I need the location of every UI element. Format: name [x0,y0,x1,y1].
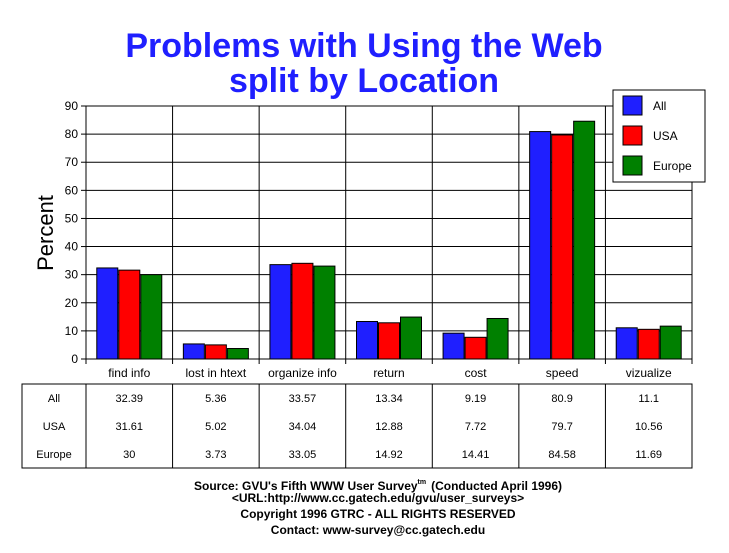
svg-text:Source: GVU's Fifth WWW User S: Source: GVU's Fifth WWW User Surveytm (Co… [194,479,562,493]
bar [551,134,574,360]
legend-swatch [622,155,643,176]
table-cell: 79.7 [551,421,572,433]
y-tick-label: 80 [65,127,79,141]
legend: All USA Europe [612,89,706,183]
gridlines [86,105,692,359]
bar [356,320,378,360]
category-label: lost in htext [186,366,247,380]
table-cell: 10.56 [635,421,663,433]
y-tick-label: 70 [65,155,79,169]
table-cell: 9.19 [465,393,486,405]
table-cell: 34.04 [289,421,317,433]
y-axis-label: Percent [33,195,58,271]
bar [96,267,119,360]
footer-copyright: Copyright 1996 GTRC - ALL RIGHTS RESERVE… [240,507,515,521]
table-cell: 11.69 [635,449,662,461]
table-cell: 7.72 [465,421,486,433]
data-table: All 32.39 5.36 33.57 13.34 9.19 80.9 11.1 USA 31.… [21,383,693,469]
bar [182,343,205,360]
table-cell: 12.88 [375,421,403,433]
table-cell: 80.9 [551,393,572,405]
table-row-label: USA [43,421,66,433]
table-cell: 32.39 [116,393,144,405]
legend-label: USA [653,129,678,143]
category-label: vizualize [626,366,672,380]
legend-swatch [622,125,643,146]
bar [637,328,660,360]
category-label: organize info [268,366,337,380]
bar [204,344,227,360]
footer: Source: GVU's Fifth WWW User Surveytm (Co… [194,479,562,537]
table-cell: 5.02 [205,421,226,433]
table-cell: 31.61 [116,421,144,433]
category-label: speed [546,366,579,380]
bar [464,336,487,360]
bar [226,348,249,360]
category-labels: find info lost in htext organize info retur… [108,366,672,380]
bar [269,264,292,360]
chart-title-line-1: Problems with Using the Web [125,27,602,65]
table-cell: 14.92 [375,449,403,461]
table-cell: 84.58 [548,449,576,461]
bar [378,322,400,360]
y-tick-label: 50 [65,211,79,225]
category-label: cost [465,366,488,380]
legend-swatch [622,95,643,116]
bar [486,317,509,360]
y-tick-label: 10 [65,324,79,338]
table-cell: 3.73 [205,449,226,461]
bars [96,120,682,360]
table-cell: 14.41 [462,449,490,461]
y-tick-label: 90 [65,99,79,113]
table-cell: 30 [123,449,135,461]
footer-source-sup: tm [418,479,427,486]
footer-source-tail: (Conducted April 1996) [431,479,562,493]
y-tick-label: 60 [65,183,79,197]
table-cell: 11.1 [638,393,659,405]
bar [400,316,422,360]
bar [573,120,596,360]
legend-label: Europe [653,159,692,173]
table-cell: 33.57 [289,393,317,405]
y-tick-label: 30 [65,268,79,282]
bar [659,325,682,360]
bar [313,265,336,360]
table-cell: 5.36 [205,393,226,405]
footer-source: Source: GVU's Fifth WWW User Survey [194,479,418,493]
bar [442,332,465,360]
bar [291,262,314,360]
y-tick-label: 0 [71,352,78,366]
bar [118,269,141,360]
bar [140,274,163,360]
category-label: return [373,366,404,380]
chart-title-line-2: split by Location [229,62,499,100]
y-tick-label: 20 [65,296,79,310]
bar [615,327,638,360]
bar [529,131,552,360]
table-border [21,383,693,469]
table-cell: 13.34 [375,393,403,405]
category-label: find info [108,366,150,380]
table-row-label: All [48,393,60,405]
table-cell: 33.05 [289,449,317,461]
y-tick-label: 40 [65,240,79,254]
footer-contact: Contact: www-survey@cc.gatech.edu [271,523,485,537]
y-tick-labels: 0 10 20 30 40 50 60 70 80 90 [65,99,79,366]
footer-url: <URL:http://www.cc.gatech.edu/gvu/user_s… [232,491,524,505]
legend-label: All [653,99,666,113]
table-row-label: Europe [36,449,71,461]
